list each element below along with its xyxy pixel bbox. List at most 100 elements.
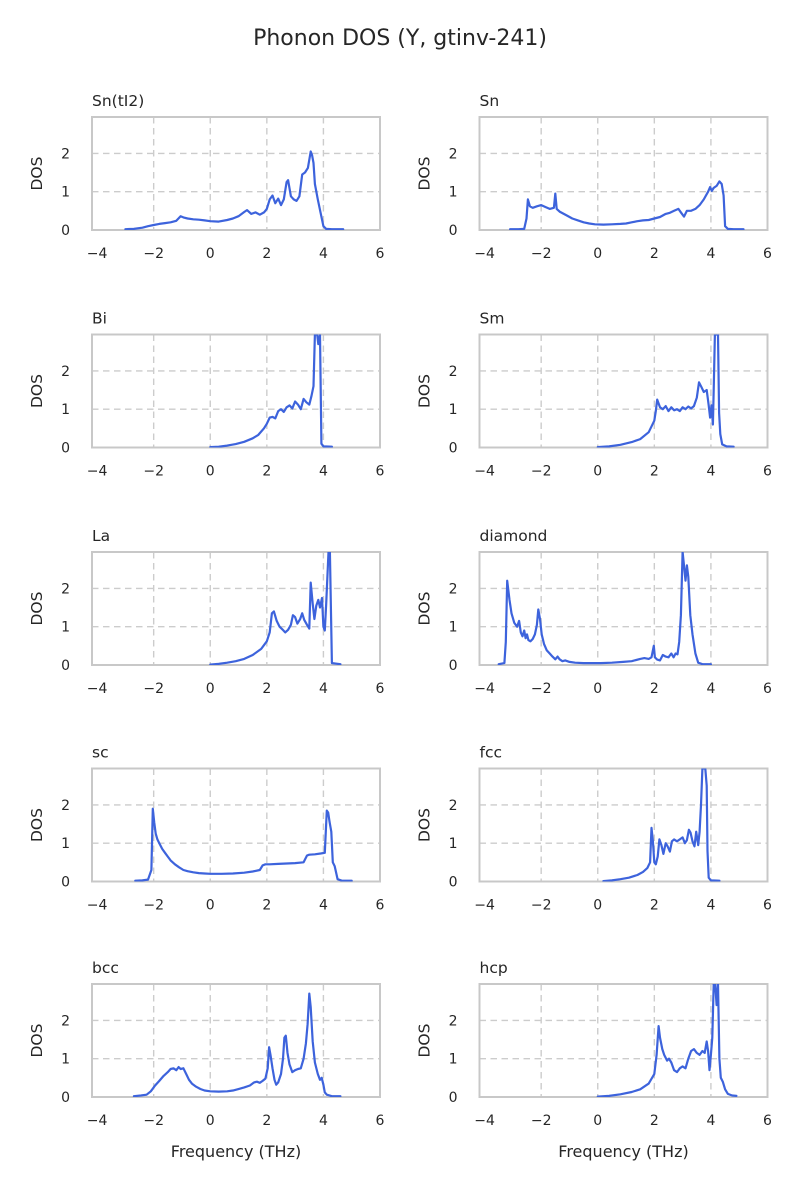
x-tick-label: −4 [87,681,108,697]
subplot-bcc: bcc 0 1 2 −4 −2 0 2 4 6 DOS Frequency (THz) [28,959,385,1161]
x-tick-label: 0 [593,681,602,697]
y-tick-label: 2 [449,798,458,814]
x-tick-label: 6 [763,898,772,914]
x-tick-label: −2 [531,898,552,914]
y-tick-label: 2 [61,1013,70,1029]
y-tick-label: 1 [449,1052,458,1068]
y-tick-label: 0 [61,441,70,457]
y-tick-label: 0 [61,875,70,891]
x-tick-label: −4 [87,1113,108,1129]
subplot-title: Bi [92,310,107,328]
x-tick-label: 6 [376,464,385,480]
x-tick-label: 6 [376,246,385,262]
x-tick-label: −4 [474,898,495,914]
y-tick-label: 0 [61,658,70,674]
y-axis-label: DOS [28,157,46,191]
x-axis-label: Frequency (THz) [558,1142,688,1161]
dos-curve [602,768,721,882]
x-tick-label: 4 [706,681,715,697]
axes-frame [91,767,381,883]
subplot-title: sc [92,744,109,762]
dos-curve [209,334,333,448]
y-tick-label: 2 [449,1013,458,1029]
x-tick-label: 2 [650,246,659,262]
x-tick-label: −2 [531,464,552,480]
y-axis-label: DOS [416,808,434,842]
x-tick-label: −2 [143,681,164,697]
x-tick-label: −2 [143,1113,164,1129]
x-tick-label: −4 [87,898,108,914]
figure-title: Phonon DOS (Y, gtinv-241) [253,26,547,51]
x-tick-label: 6 [376,898,385,914]
x-tick-label: 2 [262,898,271,914]
x-tick-label: 6 [763,1113,772,1129]
subplot-title: Sn(tI2) [92,92,144,110]
x-tick-label: 2 [650,681,659,697]
axes-frame [478,767,769,883]
subplot-diamond: diamond 0 1 2 −4 −2 0 2 4 6 DOS [416,527,773,697]
y-tick-label: 0 [449,441,458,457]
x-tick-label: 0 [206,464,215,480]
x-tick-label: 4 [319,246,328,262]
x-tick-label: 4 [319,681,328,697]
x-tick-label: 2 [650,898,659,914]
x-tick-label: 2 [650,1113,659,1129]
y-tick-label: 2 [449,581,458,597]
x-tick-label: −4 [474,246,495,262]
x-tick-label: 2 [262,681,271,697]
y-tick-label: 0 [61,1090,70,1106]
x-tick-label: −2 [143,898,164,914]
subplot-hcp: hcp 0 1 2 −4 −2 0 2 4 6 DOS Frequency (THz) [416,959,773,1161]
dos-curve [497,552,712,665]
x-tick-label: −4 [474,681,495,697]
x-tick-label: 4 [319,1113,328,1129]
dos-curve [209,552,342,665]
x-tick-label: 2 [650,464,659,480]
y-axis-label: DOS [416,157,434,191]
subplot-sc: sc 0 1 2 −4 −2 0 2 4 6 DOS [28,744,385,914]
x-tick-label: 0 [593,464,602,480]
y-axis-label: DOS [416,592,434,626]
x-tick-label: −4 [87,246,108,262]
x-tick-label: 4 [319,898,328,914]
axes-frame [478,116,769,231]
x-tick-label: 6 [376,1113,385,1129]
y-axis-label: DOS [28,374,46,408]
x-tick-label: −4 [474,464,495,480]
x-tick-label: 4 [706,464,715,480]
x-tick-label: −2 [143,464,164,480]
y-tick-label: 0 [449,1090,458,1106]
subplot-title: La [92,527,110,545]
x-tick-label: 6 [763,464,772,480]
dos-curve [132,992,342,1097]
x-tick-label: 4 [706,898,715,914]
x-tick-label: 6 [763,246,772,262]
x-tick-label: 2 [262,246,271,262]
y-tick-label: 2 [61,364,70,380]
y-axis-label: DOS [28,1024,46,1058]
x-tick-label: 0 [593,898,602,914]
dos-curve [596,334,735,448]
y-tick-label: 2 [449,146,458,162]
subplot-title: hcp [480,959,508,977]
dos-curve [134,807,353,882]
subplot-bi: Bi 0 1 2 −4 −2 0 2 4 6 DOS [28,310,385,480]
y-tick-label: 1 [449,836,458,852]
y-axis-label: DOS [416,1024,434,1058]
x-tick-label: 0 [206,246,215,262]
x-tick-label: 2 [262,1113,271,1129]
x-tick-label: 0 [206,681,215,697]
y-axis-label: DOS [28,592,46,626]
y-tick-label: 1 [61,620,70,636]
x-tick-label: 4 [706,1113,715,1129]
dos-curve [596,984,738,1097]
x-tick-label: 0 [593,1113,602,1129]
axes-frame [91,551,381,666]
subplot-title: diamond [480,527,548,545]
y-tick-label: 1 [449,185,458,201]
y-tick-label: 0 [449,875,458,891]
y-axis-label: DOS [416,374,434,408]
axes-frame [478,983,769,1098]
subplot-sn: Sn 0 1 2 −4 −2 0 2 4 6 DOS [416,92,773,262]
